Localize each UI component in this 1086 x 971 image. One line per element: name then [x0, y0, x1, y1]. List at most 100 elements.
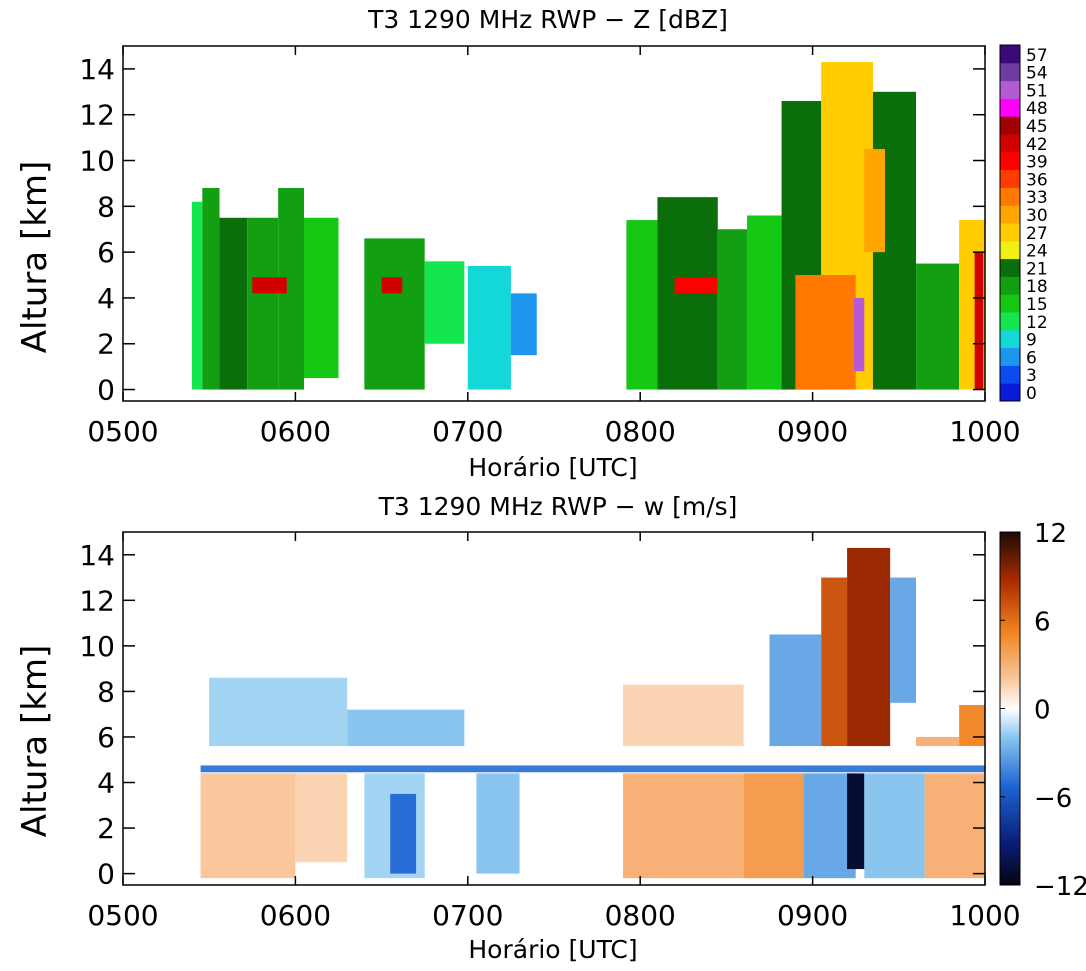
colorbar-label: 0 [1034, 696, 1051, 726]
colorbar-swatch [1000, 80, 1020, 99]
colorbar-label: 39 [1026, 153, 1048, 173]
colorbar-label: 33 [1026, 188, 1048, 208]
heatmap-cell [476, 773, 520, 874]
y-tick-label: 0 [97, 374, 115, 407]
colorbar-label: 36 [1026, 170, 1048, 190]
colorbar-swatch [1000, 151, 1020, 171]
y-tick-label: 10 [79, 630, 115, 663]
y-tick-label: 14 [79, 539, 115, 572]
colorbar-swatch [1000, 329, 1020, 349]
heatmap-cell [626, 220, 658, 390]
x-tick-label: 0600 [260, 415, 331, 448]
heatmap-cell [200, 773, 296, 879]
colorbar-swatch [1000, 258, 1020, 277]
colorbar-label: 6 [1026, 348, 1037, 368]
colorbar-label: 57 [1026, 46, 1048, 66]
y-tick-label: 0 [97, 858, 115, 891]
colorbar-label: 21 [1026, 259, 1048, 279]
x-tick-label: 0900 [777, 899, 848, 932]
heatmap-cell [209, 677, 348, 747]
heatmap-cell [364, 238, 425, 390]
colorbar-swatch [1000, 98, 1020, 117]
reflectivity-title: T3 1290 MHz RWP − Z [dBZ] [367, 5, 728, 34]
colorbar-label: 6 [1034, 607, 1051, 637]
heatmap-cell [916, 736, 960, 747]
colorbar-label: 18 [1026, 277, 1048, 297]
colorbar-swatch [1000, 312, 1020, 331]
heatmap-cell [247, 217, 279, 390]
colorbar-label: 51 [1026, 81, 1048, 101]
heatmap-cell [252, 277, 287, 294]
velocity-title: T3 1290 MHz RWP − w [m/s] [378, 492, 738, 521]
colorbar-swatch [1000, 45, 1020, 64]
colorbar-swatch [1000, 169, 1020, 188]
heatmap-cell [924, 773, 985, 879]
reflectivity-panel: T3 1290 MHz RWP − Z [dBZ] 0500 0600 0700 0 8… [15, 5, 1048, 482]
velocity-panel: T3 1290 MHz RWP − w [m/s] 0500 0600 0700 0 8… [15, 492, 1086, 964]
heatmap-cell [622, 773, 744, 879]
x-tick-label: 0500 [87, 415, 158, 448]
y-tick-label: 2 [97, 812, 115, 845]
heatmap-cell [510, 293, 537, 356]
x-tick-label: 0500 [87, 899, 158, 932]
velocity-colorbar: 12 6 0 −6 −12 [999, 519, 1086, 902]
y-tick-label: 6 [97, 236, 115, 269]
velocity-heatmap [200, 547, 985, 879]
y-tick-label: 8 [97, 675, 115, 708]
x-tick-label: 0600 [260, 899, 331, 932]
heatmap-cell [864, 773, 925, 879]
heatmap-cell [916, 263, 960, 390]
y-tick-label: 8 [97, 190, 115, 223]
colorbar-swatch [1000, 294, 1020, 313]
colorbar-label: 9 [1026, 331, 1037, 351]
reflectivity-x-label: Horário [UTC] [468, 453, 637, 482]
colorbar-swatch [1000, 187, 1020, 206]
velocity-y-label: Altura [km] [15, 645, 55, 838]
y-tick-label: 12 [79, 99, 115, 132]
x-tick-label: 1000 [949, 415, 1020, 448]
colorbar-label: 27 [1026, 224, 1048, 244]
heatmap-cell [295, 773, 348, 863]
colorbar-label: 30 [1026, 206, 1048, 226]
colorbar-label: 3 [1026, 366, 1037, 386]
velocity-x-ticks: 0500 0600 0700 0800 0900 1000 [87, 532, 1021, 932]
x-tick-label: 0900 [777, 415, 848, 448]
x-tick-label: 0700 [432, 415, 503, 448]
colorbar-label: 54 [1026, 64, 1048, 84]
y-tick-label: 4 [97, 282, 115, 315]
colorbar-label: −12 [1034, 872, 1086, 902]
x-tick-label: 0700 [432, 899, 503, 932]
colorbar-label: 15 [1026, 295, 1048, 315]
reflectivity-y-ticks: 0 2 4 6 8 10 12 14 [79, 53, 985, 407]
colorbar-label: 0 [1026, 384, 1037, 404]
colorbar-swatch [1000, 276, 1020, 295]
heatmap-cell [202, 188, 220, 390]
x-tick-label: 1000 [949, 899, 1020, 932]
colorbar-swatch [1000, 223, 1020, 242]
y-tick-label: 12 [79, 584, 115, 617]
colorbar-swatch [1000, 240, 1020, 260]
y-tick-label: 2 [97, 328, 115, 361]
y-tick-label: 10 [79, 145, 115, 178]
heatmap-cell [974, 252, 984, 390]
reflectivity-y-label: Altura [km] [15, 161, 55, 354]
heatmap-cell [191, 201, 203, 390]
colorbar-label: 45 [1026, 117, 1048, 137]
colorbar-label: 24 [1026, 242, 1048, 262]
colorbar-swatch [1000, 62, 1020, 82]
heatmap-cell [424, 261, 465, 344]
heatmap-cell [200, 765, 985, 773]
y-tick-label: 6 [97, 721, 115, 754]
heatmap-cell [657, 197, 718, 390]
heatmap-cell [347, 709, 465, 747]
heatmap-cell [622, 684, 744, 747]
heatmap-cell [717, 229, 748, 390]
heatmap-cell [674, 277, 718, 294]
colorbar-swatch [1000, 383, 1020, 402]
colorbar-frame [999, 44, 1021, 402]
heatmap-cell [795, 275, 856, 390]
reflectivity-axes-frame [122, 45, 986, 402]
heatmap-cell [890, 577, 917, 703]
